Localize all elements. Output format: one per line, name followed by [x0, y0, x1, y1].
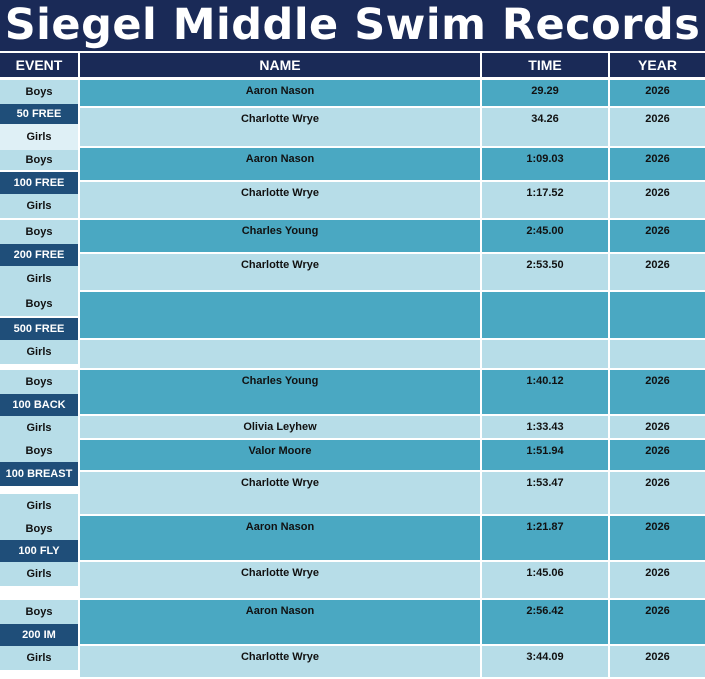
record-boys-time: 2:56.42: [482, 600, 608, 644]
record-boys-year: 2026: [610, 440, 705, 470]
record-boys-time: 29.29: [482, 80, 608, 106]
record-girls-name: Olivia Leyhew: [80, 416, 480, 438]
gender-label-boys: Boys: [0, 220, 78, 244]
record-girls-time: [482, 340, 608, 368]
record-boys-name: Aaron Nason: [80, 148, 480, 180]
record-girls-year: 2026: [610, 472, 705, 514]
record-girls-name: Charlotte Wrye: [80, 182, 480, 218]
gender-label-girls: Girls: [0, 194, 78, 218]
record-boys-name: [80, 292, 480, 338]
event-column-header: EVENT: [0, 53, 78, 77]
event-label: 100 FREE: [0, 172, 78, 194]
record-girls-year: 2026: [610, 646, 705, 677]
event-label: 200 IM: [0, 624, 78, 646]
column-divider: [78, 53, 80, 679]
record-girls-name: Charlotte Wrye: [80, 254, 480, 290]
record-girls-name: Charlotte Wrye: [80, 562, 480, 598]
gender-label-boys: Boys: [0, 600, 78, 624]
record-girls-time: 1:45.06: [482, 562, 608, 598]
record-girls-year: 2026: [610, 562, 705, 598]
gender-label-boys: Boys: [0, 370, 78, 394]
record-girls-year: 2026: [610, 108, 705, 146]
record-girls-year: [610, 340, 705, 368]
record-boys-name: Valor Moore: [80, 440, 480, 470]
gender-label-girls: Girls: [0, 416, 78, 440]
record-boys-time: 2:45.00: [482, 220, 608, 252]
record-girls-time: 34.26: [482, 108, 608, 146]
record-boys-year: [610, 292, 705, 338]
record-girls-name: [80, 340, 480, 368]
record-boys-year: 2026: [610, 370, 705, 414]
record-boys-year: 2026: [610, 516, 705, 560]
record-girls-name: Charlotte Wrye: [80, 472, 480, 514]
record-boys-time: 1:40.12: [482, 370, 608, 414]
record-girls-name: Charlotte Wrye: [80, 108, 480, 146]
event-label: 200 FREE: [0, 244, 78, 266]
gender-label-girls: Girls: [0, 124, 78, 150]
gender-label-boys: Boys: [0, 80, 78, 104]
gender-label-girls: Girls: [0, 266, 78, 292]
year-column-header: YEAR: [610, 53, 705, 77]
record-boys-name: Charles Young: [80, 370, 480, 414]
record-boys-year: 2026: [610, 80, 705, 106]
gender-label-girls: Girls: [0, 562, 78, 586]
time-column-header: TIME: [482, 53, 608, 77]
record-boys-year: 2026: [610, 600, 705, 644]
event-label: 100 FLY: [0, 540, 78, 562]
gender-label-girls: Girls: [0, 340, 78, 364]
record-boys-year: 2026: [610, 148, 705, 180]
record-girls-time: 1:33.43: [482, 416, 608, 438]
event-label: 50 FREE: [0, 104, 78, 124]
event-label: 100 BACK: [0, 394, 78, 416]
record-girls-year: 2026: [610, 182, 705, 218]
record-girls-year: 2026: [610, 254, 705, 290]
record-boys-name: Aaron Nason: [80, 80, 480, 106]
gender-label-boys: Boys: [0, 292, 78, 316]
record-boys-time: 1:09.03: [482, 148, 608, 180]
record-boys-time: 1:21.87: [482, 516, 608, 560]
gender-label-boys: Boys: [0, 518, 78, 540]
record-boys-time: [482, 292, 608, 338]
name-column-header: NAME: [80, 53, 480, 77]
record-girls-year: 2026: [610, 416, 705, 438]
record-girls-time: 1:17.52: [482, 182, 608, 218]
record-girls-time: 2:53.50: [482, 254, 608, 290]
column-divider: [480, 53, 482, 679]
gender-label-boys: Boys: [0, 150, 78, 170]
gender-label-girls: Girls: [0, 646, 78, 670]
record-boys-time: 1:51.94: [482, 440, 608, 470]
gender-label-girls: Girls: [0, 494, 78, 518]
event-label: 500 FREE: [0, 318, 78, 340]
record-boys-name: Aaron Nason: [80, 600, 480, 644]
record-boys-name: Charles Young: [80, 220, 480, 252]
record-boys-name: Aaron Nason: [80, 516, 480, 560]
event-label: 100 BREAST: [0, 462, 78, 486]
gender-label-boys: Boys: [0, 440, 78, 462]
record-girls-name: Charlotte Wrye: [80, 646, 480, 677]
record-boys-year: 2026: [610, 220, 705, 252]
column-divider: [608, 53, 610, 679]
record-girls-time: 1:53.47: [482, 472, 608, 514]
record-girls-time: 3:44.09: [482, 646, 608, 677]
page-title: Siegel Middle Swim Records: [0, 0, 705, 51]
